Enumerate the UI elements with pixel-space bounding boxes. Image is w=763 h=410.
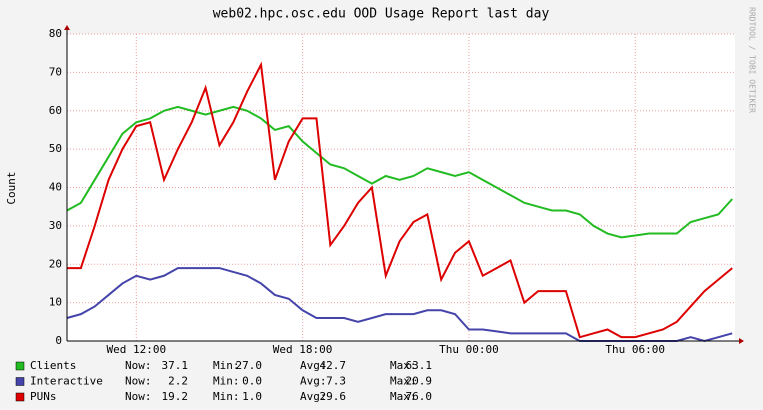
legend-stat-value: 0.0 bbox=[242, 375, 262, 388]
y-tick-label: 80 bbox=[49, 27, 62, 40]
series-line bbox=[67, 61, 733, 339]
legend-swatch bbox=[15, 361, 25, 371]
legend-stat-value: 1.0 bbox=[242, 390, 262, 403]
legend-stat-value: 42.7 bbox=[320, 359, 347, 372]
legend-stat-label: Max: bbox=[390, 375, 417, 388]
y-tick-label: 70 bbox=[49, 65, 62, 78]
y-tick-label: 60 bbox=[49, 104, 62, 117]
legend-swatch bbox=[15, 377, 25, 386]
legend-stat-value: 29.6 bbox=[320, 390, 347, 403]
legend-swatch bbox=[15, 392, 25, 402]
legend-stat-label: Min: bbox=[213, 390, 240, 403]
legend-stat-value: 37.1 bbox=[162, 359, 189, 372]
legend-stat-label: Min: bbox=[213, 375, 240, 388]
legend-stat-label: Avg: bbox=[300, 375, 327, 388]
watermark: RRDTOOL / TOBI OETIKER bbox=[748, 7, 757, 113]
legend-stat-label: Now: bbox=[125, 390, 152, 403]
legend-stat-value: 20.9 bbox=[406, 375, 433, 388]
legend-stat-value: 27.0 bbox=[236, 359, 263, 372]
legend-stat-value: 19.2 bbox=[162, 390, 189, 403]
y-axis-arrow bbox=[64, 25, 70, 30]
legend-label: Interactive bbox=[30, 375, 103, 388]
y-axis-label: Count bbox=[5, 171, 18, 204]
y-tick-label: 0 bbox=[55, 334, 62, 347]
legend-stat-value: 63.1 bbox=[406, 359, 433, 372]
legend-stat-label: Now: bbox=[125, 359, 152, 372]
legend-stat-value: 7.3 bbox=[326, 375, 346, 388]
x-tick-label: Thu 00:00 bbox=[439, 343, 499, 356]
legend-stat-label: Avg: bbox=[300, 359, 327, 372]
x-tick-label: Wed 18:00 bbox=[273, 343, 333, 356]
x-tick-label: Thu 06:00 bbox=[605, 343, 665, 356]
legend-label: PUNs bbox=[30, 390, 57, 403]
y-tick-label: 20 bbox=[49, 257, 62, 270]
y-tick-label: 10 bbox=[49, 296, 62, 309]
legend-stat-label: Avg: bbox=[300, 390, 327, 403]
y-tick-label: 50 bbox=[49, 142, 62, 155]
legend-stat-value: 2.2 bbox=[168, 375, 188, 388]
series-line bbox=[66, 105, 733, 239]
chart-title: web02.hpc.osc.edu OOD Usage Report last … bbox=[213, 7, 550, 22]
y-tick-label: 30 bbox=[49, 219, 62, 232]
x-tick-label: Wed 12:00 bbox=[106, 343, 166, 356]
legend-label: Clients bbox=[30, 359, 76, 372]
legend-stat-label: Max: bbox=[390, 359, 417, 372]
legend-stat-label: Max: bbox=[390, 390, 417, 403]
legend-stat-label: Min: bbox=[213, 359, 240, 372]
x-axis-arrow bbox=[739, 338, 744, 344]
y-tick-label: 40 bbox=[49, 181, 62, 194]
legend-stat-value: 76.0 bbox=[406, 390, 433, 403]
legend-stat-label: Now: bbox=[125, 375, 152, 388]
